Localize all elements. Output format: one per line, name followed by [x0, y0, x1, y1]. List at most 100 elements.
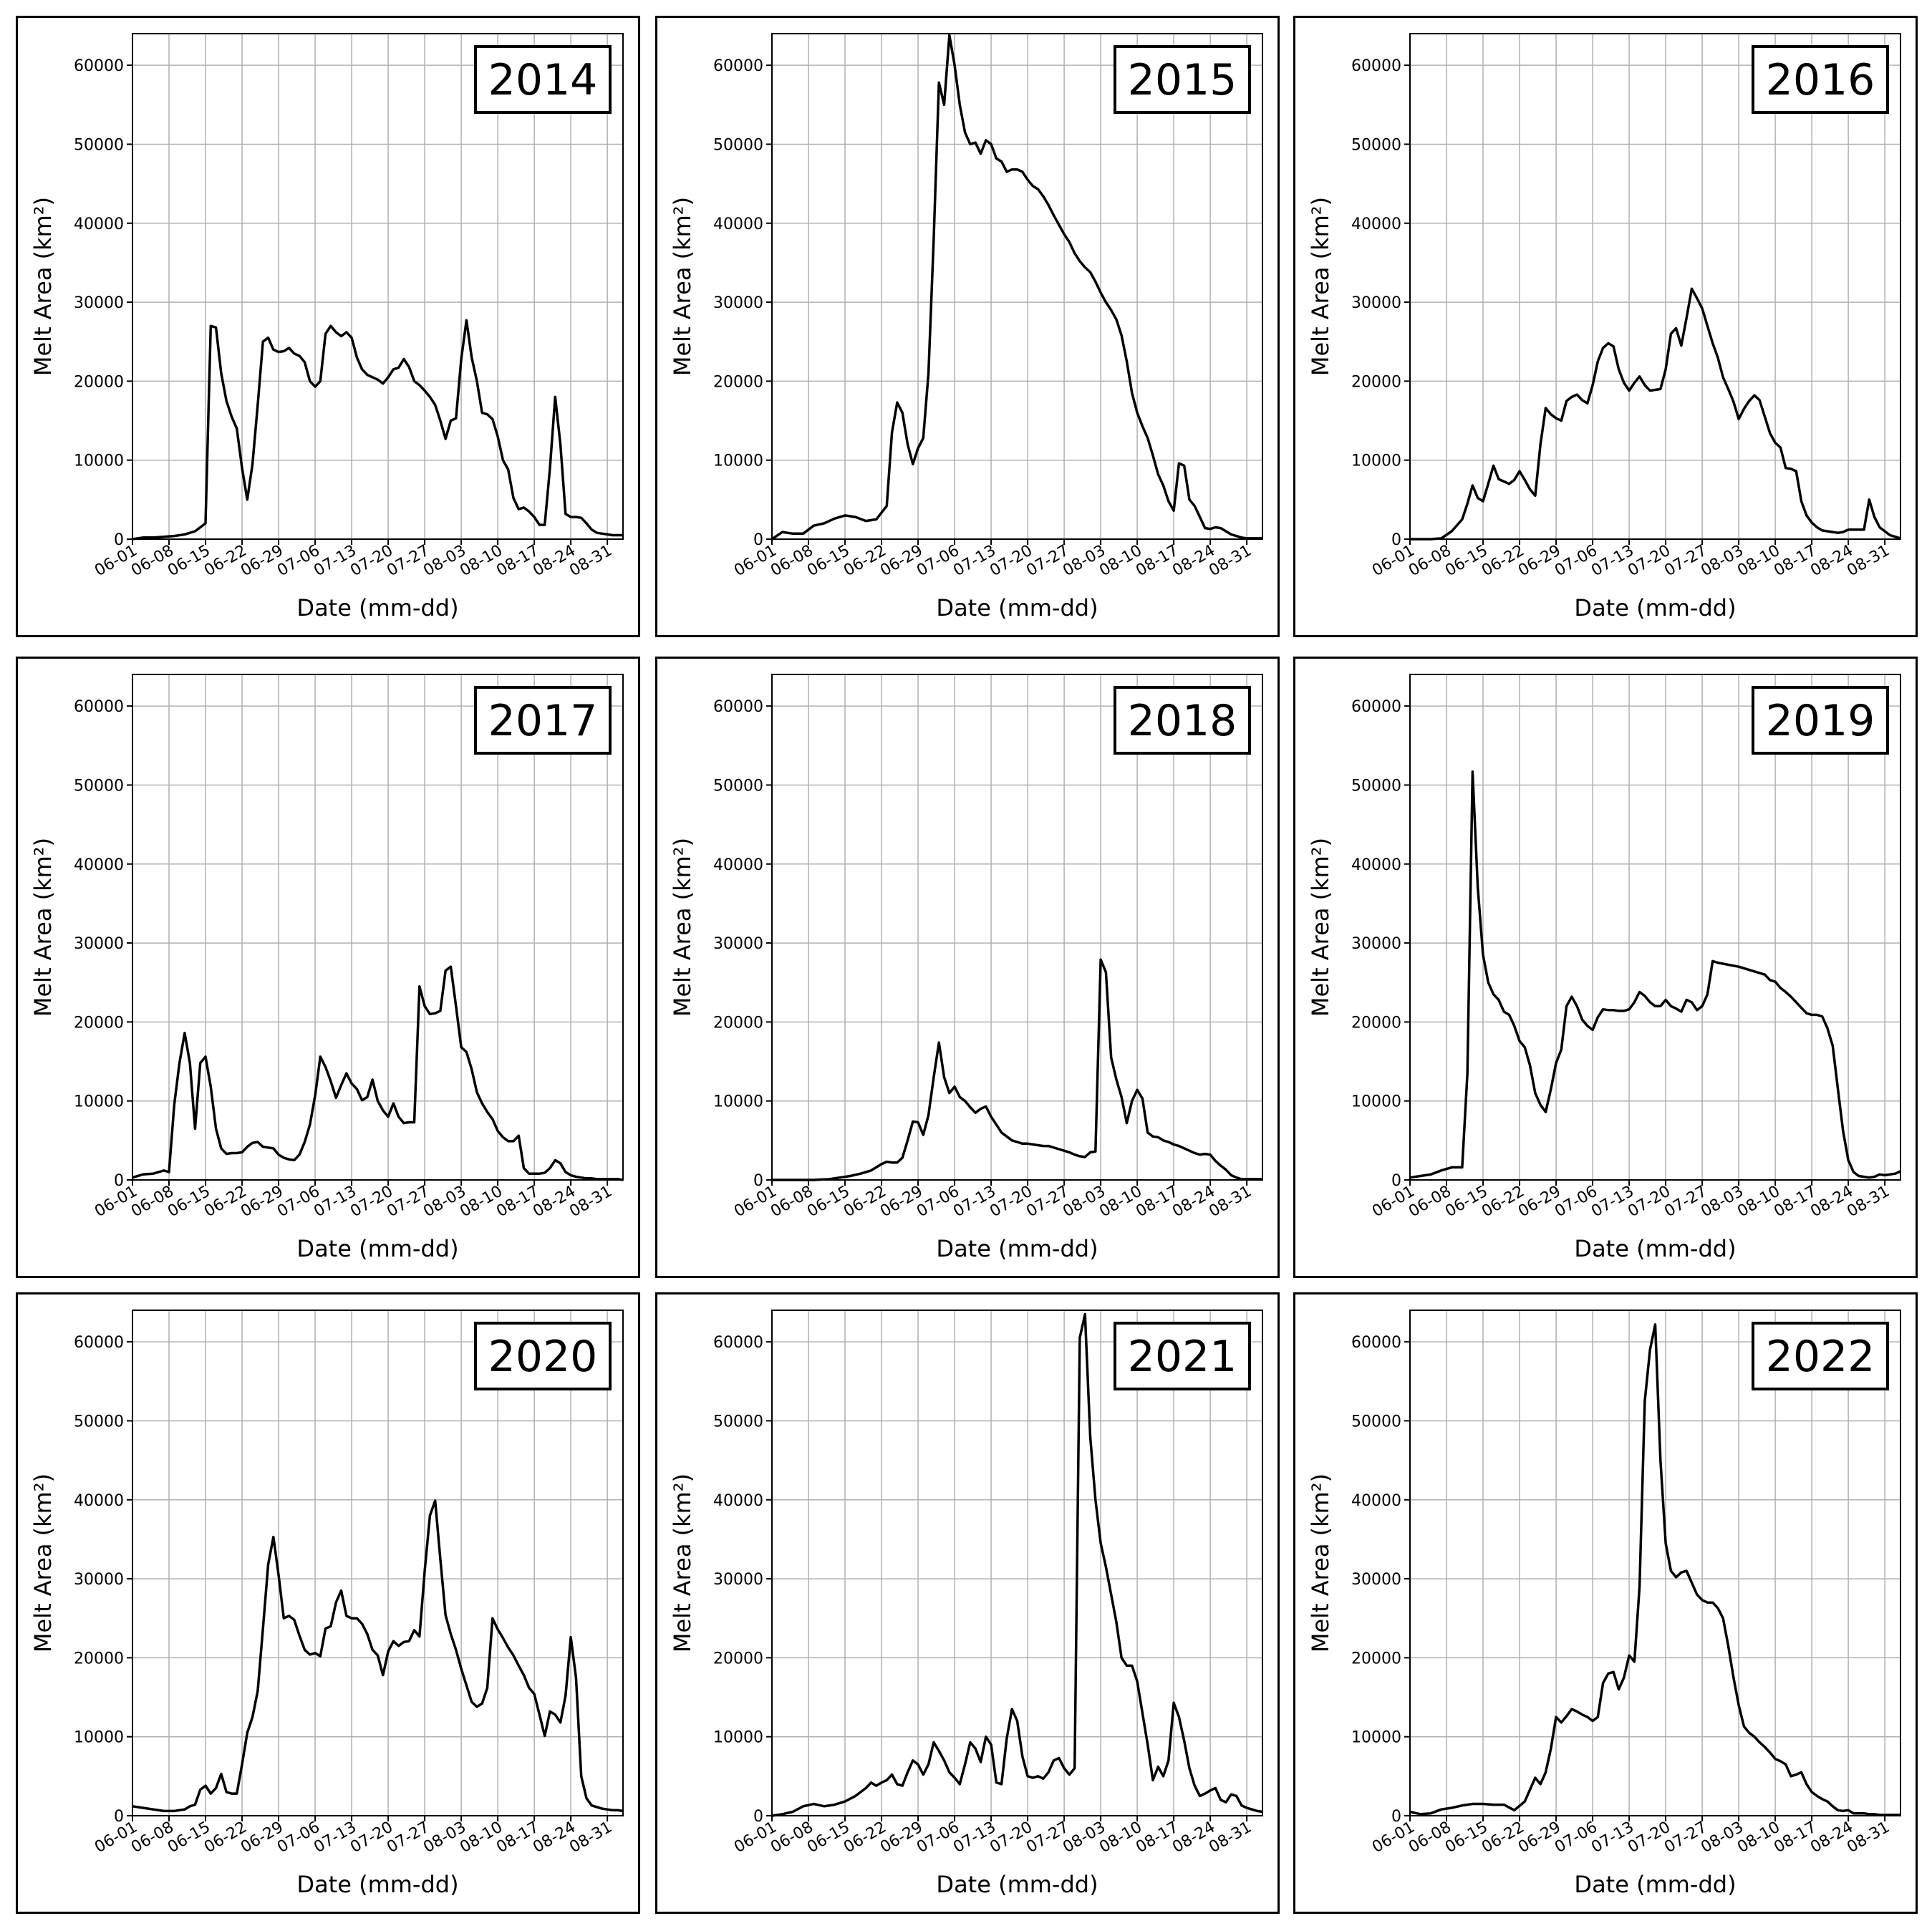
- x-tick-label: 08-17: [1771, 1819, 1820, 1857]
- x-tick-label: 07-06: [914, 542, 962, 581]
- x-tick-label: 08-03: [420, 1183, 469, 1221]
- x-tick-label: 08-10: [457, 1819, 506, 1857]
- x-tick-label: 07-20: [987, 1819, 1035, 1857]
- x-tick-label: 06-15: [165, 1183, 213, 1221]
- melt-area-line: [772, 958, 1262, 1181]
- x-tick-label: 06-15: [804, 1819, 853, 1857]
- y-tick-label: 60000: [1351, 698, 1401, 716]
- x-tick-label: 08-03: [1698, 1819, 1747, 1857]
- x-tick-label: 06-08: [128, 1183, 177, 1221]
- x-tick-label: 08-17: [1133, 1183, 1182, 1221]
- x-axis-label: Date (mm-dd): [936, 1235, 1098, 1262]
- x-tick-label: 08-24: [1169, 1183, 1218, 1221]
- y-tick-label: 40000: [74, 856, 124, 874]
- chart-title: 2021: [1128, 1332, 1237, 1382]
- y-tick-label: 10000: [1351, 452, 1401, 470]
- chart-title: 2019: [1766, 696, 1875, 746]
- y-tick-label: 30000: [74, 935, 124, 953]
- chart-title: 2016: [1766, 55, 1875, 105]
- y-tick-label: 20000: [713, 1650, 763, 1668]
- y-axis-label: Melt Area (km²): [669, 197, 696, 376]
- x-tick-label: 08-24: [1169, 1819, 1218, 1857]
- x-tick-label: 07-13: [950, 542, 999, 581]
- year-label-box: [1752, 1322, 1889, 1390]
- x-tick-label: 08-17: [1771, 1183, 1820, 1221]
- y-tick-label: 30000: [1351, 294, 1401, 312]
- y-tick-label: 20000: [74, 1650, 124, 1668]
- chart-svg-2019: 06-0106-0806-1506-2206-2907-0607-1307-20…: [1307, 674, 1901, 1262]
- x-tick-label: 07-27: [1661, 1819, 1710, 1857]
- x-tick-label: 07-20: [1625, 542, 1673, 581]
- x-tick-label: 06-29: [238, 1819, 286, 1857]
- y-tick-label: 50000: [1351, 136, 1401, 154]
- y-tick-label: 0: [753, 1808, 763, 1826]
- x-tick-label: 06-22: [1479, 1183, 1527, 1221]
- x-tick-label: 07-27: [1661, 542, 1710, 581]
- y-tick-label: 0: [753, 531, 763, 549]
- x-tick-label: 08-17: [493, 1183, 542, 1221]
- x-axis-label: Date (mm-dd): [296, 594, 458, 621]
- plot-frame: [132, 33, 624, 540]
- y-tick-label: 50000: [1351, 1413, 1401, 1431]
- x-tick-label: 07-13: [311, 1819, 359, 1857]
- x-tick-label: 06-29: [1515, 542, 1564, 581]
- chart-title: 2020: [488, 1332, 598, 1382]
- y-tick-label: 10000: [1351, 1729, 1401, 1747]
- x-tick-label: 06-29: [1515, 1819, 1564, 1857]
- chart-panel-2015: 06-01 06-08 06-15 06-22 06-29 07-06 07-13 07-20…: [655, 16, 1280, 637]
- x-tick-label: 06-08: [128, 542, 177, 581]
- chart-svg-2022: 06-0106-0806-1506-2206-2907-0607-1307-20…: [1307, 1310, 1901, 1898]
- y-tick-label: 40000: [1351, 216, 1401, 233]
- x-tick-label: 07-13: [1588, 1819, 1637, 1857]
- x-tick-label: 08-24: [530, 1183, 579, 1221]
- x-tick-label: 08-17: [1133, 542, 1182, 581]
- y-tick-label: 10000: [74, 1729, 124, 1747]
- y-axis-label: Melt Area (km²): [1307, 838, 1334, 1017]
- y-tick-label: 30000: [74, 1571, 124, 1589]
- x-tick-label: 08-10: [1734, 542, 1783, 581]
- x-tick-label: 07-13: [311, 1183, 359, 1221]
- y-tick-label: 50000: [713, 136, 763, 154]
- x-tick-label: 07-13: [950, 1183, 999, 1221]
- x-tick-label: 07-06: [1552, 542, 1600, 581]
- year-label-box: [1752, 45, 1889, 114]
- x-tick-label: 08-03: [420, 1819, 469, 1857]
- plot-frame: [1409, 33, 1901, 540]
- plot-frame: [771, 33, 1263, 540]
- gridlines: [1409, 34, 1900, 540]
- x-tick-label: 07-13: [311, 542, 359, 581]
- x-tick-label: 08-17: [1133, 1819, 1182, 1857]
- x-tick-label: 07-20: [1625, 1183, 1673, 1221]
- melt-area-line: [1409, 770, 1901, 1179]
- x-tick-label: 07-20: [987, 1183, 1035, 1221]
- chart-svg-2016: 06-0106-0806-1506-2206-2907-0607-1307-20…: [1307, 33, 1901, 621]
- y-axis-label: Melt Area (km²): [669, 838, 696, 1017]
- x-tick-label: 08-17: [493, 1819, 542, 1857]
- x-tick-label: 06-29: [877, 1183, 926, 1221]
- x-tick-label: 07-06: [274, 1183, 323, 1221]
- x-tick-label: 08-24: [530, 1819, 579, 1857]
- x-axis-label: Date (mm-dd): [296, 1235, 458, 1262]
- y-tick-label: 60000: [1351, 57, 1401, 75]
- x-tick-label: 07-06: [274, 1819, 323, 1857]
- y-tick-label: 10000: [74, 452, 124, 470]
- x-tick-label: 07-06: [274, 542, 323, 581]
- plot-frame: [1409, 674, 1901, 1181]
- x-tick-label: 08-10: [457, 1183, 506, 1221]
- x-tick-label: 06-22: [201, 1183, 250, 1221]
- chart-panel-2020: 06-01 06-08 06-15 06-22 06-29 07-06 07-13 07-20…: [16, 1292, 640, 1914]
- x-tick-label: 06-08: [768, 1183, 816, 1221]
- y-tick-label: 60000: [713, 57, 763, 75]
- x-tick-label: 08-31: [1844, 1819, 1893, 1857]
- x-tick-label: 06-22: [841, 542, 889, 581]
- plot-frame: [771, 1310, 1263, 1816]
- melt-area-line: [132, 319, 623, 541]
- x-axis-label: Date (mm-dd): [296, 1871, 458, 1898]
- x-tick-label: 08-10: [1096, 1819, 1145, 1857]
- chart-panel-2022: 06-01 06-08 06-15 06-22 06-29 07-06 07-13 07-20…: [1293, 1292, 1918, 1914]
- x-tick-label: 08-31: [566, 542, 615, 581]
- y-tick-label: 60000: [74, 57, 124, 75]
- x-tick-label: 08-31: [1206, 1183, 1255, 1221]
- x-tick-label: 06-22: [201, 542, 250, 581]
